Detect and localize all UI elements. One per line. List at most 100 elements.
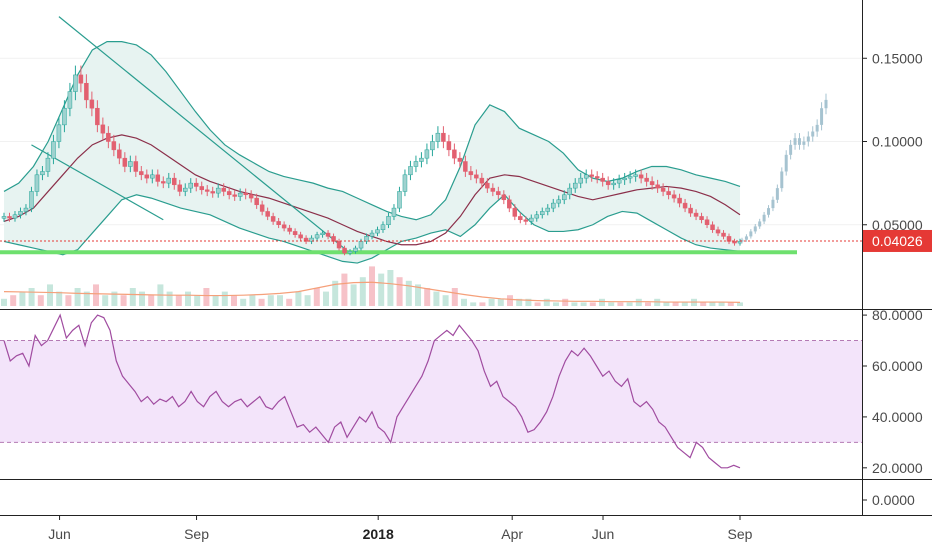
volume-bar	[74, 288, 81, 306]
candle	[166, 177, 172, 184]
volume-bar	[396, 277, 403, 306]
volume-bar	[709, 302, 716, 306]
candle	[62, 107, 67, 126]
y-tick-label: 0.05000	[872, 217, 923, 233]
candle	[496, 191, 501, 196]
candle	[721, 232, 726, 237]
candle	[122, 157, 128, 167]
volume-bar	[304, 295, 311, 306]
candle	[84, 82, 89, 101]
candle	[666, 191, 671, 196]
projection-candle	[820, 108, 824, 125]
volume-bar	[497, 298, 504, 306]
volume-bar	[617, 302, 624, 306]
projection-candle	[793, 138, 797, 145]
candle	[276, 221, 281, 226]
candle	[364, 236, 369, 242]
volume-bar	[599, 298, 605, 306]
candle	[226, 191, 232, 196]
volume-bar	[672, 302, 679, 306]
projection-candle	[815, 124, 819, 132]
descending-trendline	[58, 16, 351, 254]
candle	[583, 174, 589, 179]
last-price-label: 0.04026	[872, 233, 923, 249]
candle	[424, 149, 430, 159]
volume-bar	[369, 266, 375, 306]
candle	[589, 174, 594, 177]
candle	[468, 171, 474, 176]
candle	[237, 192, 243, 197]
projection-candle	[740, 239, 744, 242]
volume-bar	[148, 295, 155, 306]
candle	[605, 181, 611, 186]
projection-candle	[824, 99, 828, 109]
candle	[183, 187, 188, 192]
candle	[501, 194, 507, 201]
volume-bar	[635, 298, 642, 306]
candle	[172, 177, 177, 186]
y-tick-label: 20.0000	[872, 460, 923, 476]
volume-bar	[359, 277, 366, 306]
volume-bar	[534, 302, 541, 306]
volume-bar	[562, 298, 569, 306]
candle	[529, 217, 534, 222]
candle	[18, 211, 23, 216]
candle	[512, 207, 518, 217]
volume-bar	[451, 288, 458, 306]
volume-bar	[332, 280, 339, 306]
candle	[638, 174, 644, 179]
candle	[78, 74, 84, 84]
projection-candle	[749, 231, 753, 237]
x-tick-label: Sep	[184, 526, 209, 542]
x-tick-label: Jun	[592, 526, 615, 542]
volume-bar	[221, 291, 228, 306]
candle	[556, 199, 561, 204]
volume-bar	[571, 302, 578, 306]
candle	[534, 214, 540, 219]
projection-candle	[758, 221, 762, 227]
candle	[353, 247, 358, 252]
candle	[144, 174, 150, 179]
candle	[243, 192, 248, 196]
projection-candle	[780, 171, 784, 189]
candle	[1, 216, 7, 219]
candle	[7, 216, 12, 219]
price-projection	[740, 93, 828, 244]
volume-bar	[681, 302, 688, 306]
candle	[221, 187, 226, 192]
bollinger-lower	[3, 193, 741, 264]
candle	[215, 187, 221, 194]
candle	[649, 181, 655, 186]
volume-bar	[580, 302, 587, 306]
volume-bar	[277, 295, 283, 306]
rsi-series-line	[3, 313, 741, 469]
volume-bar	[479, 302, 486, 306]
volume-bar	[93, 284, 99, 306]
x-tick-label: Apr	[501, 526, 523, 542]
candle	[457, 157, 463, 162]
candle	[435, 132, 441, 142]
volume-bar	[507, 295, 513, 306]
candle	[715, 229, 721, 234]
candle	[391, 207, 397, 217]
volume-bars	[1, 266, 743, 306]
candle	[155, 174, 161, 182]
volume-bar	[203, 288, 210, 306]
volume-bar	[442, 295, 449, 306]
projection-candle	[789, 144, 793, 155]
volume-bar	[553, 302, 559, 306]
candle	[551, 202, 556, 209]
volume-bar	[47, 284, 53, 306]
candle	[655, 184, 660, 189]
volume-bar	[231, 295, 237, 306]
candle	[117, 149, 122, 159]
candle	[100, 124, 106, 134]
x-tick-label: Jun	[48, 526, 71, 542]
projection-candle	[762, 214, 766, 222]
candle	[633, 174, 638, 177]
projection-candle	[806, 136, 810, 142]
candle	[67, 91, 73, 109]
candle	[441, 132, 446, 142]
y-tick-label: 0.10000	[872, 134, 923, 150]
x-tick-label: 2018	[363, 526, 394, 542]
